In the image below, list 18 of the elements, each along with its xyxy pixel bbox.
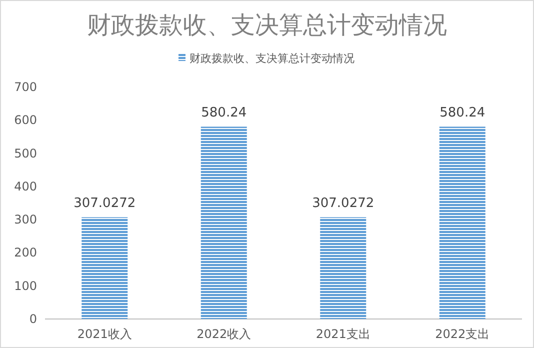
x-tick-label: 2022收入: [196, 327, 252, 341]
y-tick-label: 0: [29, 312, 37, 326]
data-label: 307.0272: [312, 196, 374, 212]
x-tick-label: 2022支出: [435, 327, 490, 341]
y-tick-label: 500: [14, 146, 37, 160]
data-label: 307.0272: [74, 196, 136, 212]
y-tick-label: 600: [14, 113, 37, 128]
y-tick-label: 200: [14, 246, 37, 260]
x-tick-label: 2021支出: [316, 327, 370, 341]
legend-label: 财政拨款收、支决算总计变动情况: [190, 52, 354, 65]
y-tick-label: 400: [14, 179, 37, 194]
y-tick-label: 700: [14, 80, 37, 94]
chart-title: 财政拨款收、支决算总计变动情况: [87, 11, 447, 39]
data-label: 580.24: [440, 106, 486, 121]
y-tick-label: 300: [14, 212, 37, 227]
x-tick-label: 2021收入: [77, 327, 132, 341]
y-tick-label: 100: [14, 278, 37, 293]
data-label: 580.24: [201, 106, 247, 121]
